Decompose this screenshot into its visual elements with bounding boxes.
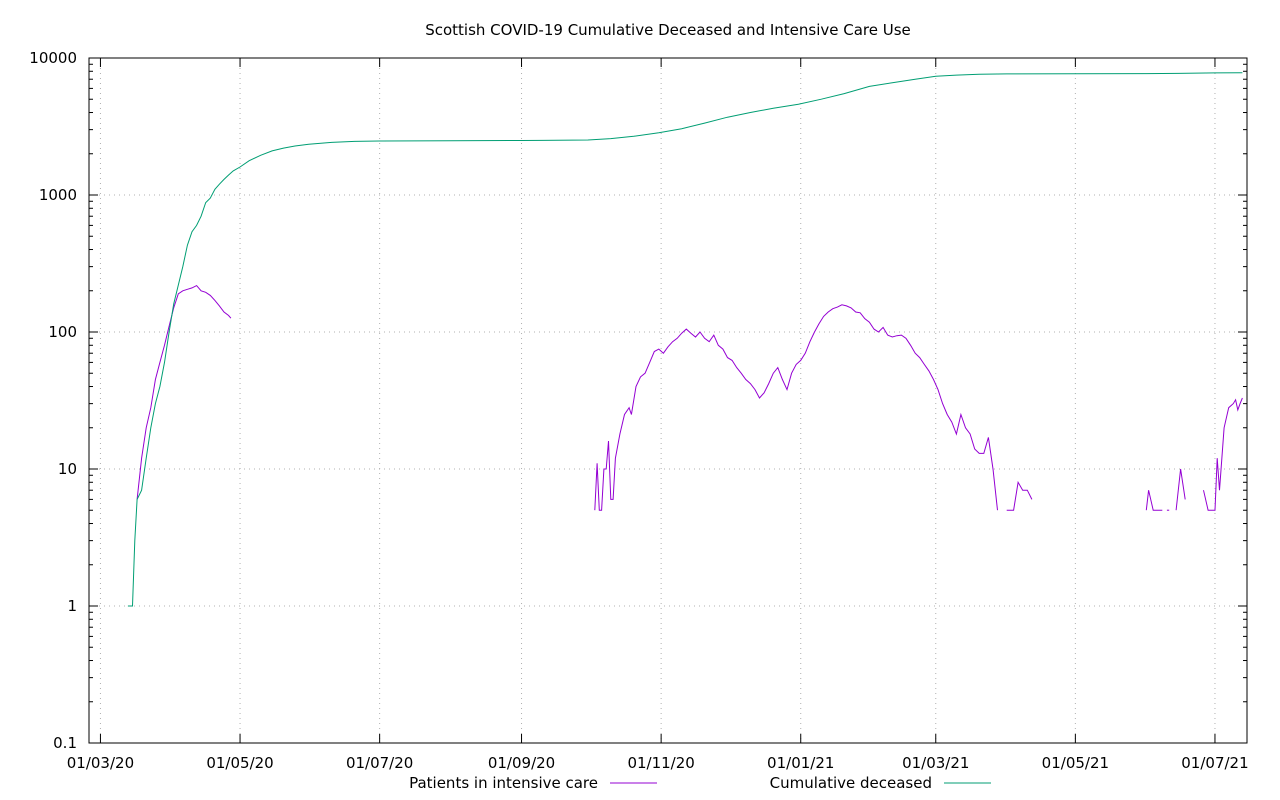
x-tick-label: 01/07/20 [346,754,413,772]
x-tick-label: 01/03/21 [902,754,969,772]
grid-lines [89,58,1247,743]
legend: Patients in intensive care Cumulative dec… [409,774,991,792]
x-tick-label: 01/05/21 [1042,754,1109,772]
series-line-patients-in-intensive-care [594,304,998,511]
legend-label: Patients in intensive care [409,774,598,792]
chart-title: Scottish COVID-19 Cumulative Deceased an… [425,21,911,39]
x-tick-label: 01/07/21 [1181,754,1248,772]
y-tick-label: 1 [67,597,77,615]
series-line-patients-in-intensive-care [1145,490,1163,511]
series-line-patients-in-intensive-care [1175,468,1186,511]
x-tick-label: 01/05/20 [206,754,273,772]
y-tick-label: 100 [48,323,77,341]
series-lines [127,72,1243,607]
legend-label: Cumulative deceased [770,774,932,792]
series-line-patients-in-intensive-care [1006,480,1033,511]
x-tick-label: 01/03/20 [67,754,134,772]
series-line-patients-in-intensive-care [1203,397,1243,511]
y-tick-label: 10 [58,460,77,478]
x-tick-label: 01/11/20 [627,754,694,772]
y-tick-label: 0.1 [53,734,77,752]
axes: 0.1 1 10 100 1000 10000 01/03/20 01/05/20 01/07/… [29,49,1248,772]
series-line-cumulative-deceased [127,72,1243,607]
x-tick-label: 01/09/20 [488,754,555,772]
series-line-patients-in-intensive-care [136,284,232,500]
x-tick-label: 01/01/21 [767,754,834,772]
plot-frame [88,57,1248,744]
y-tick-label: 10000 [29,49,77,67]
y-tick-label: 1000 [39,186,77,204]
